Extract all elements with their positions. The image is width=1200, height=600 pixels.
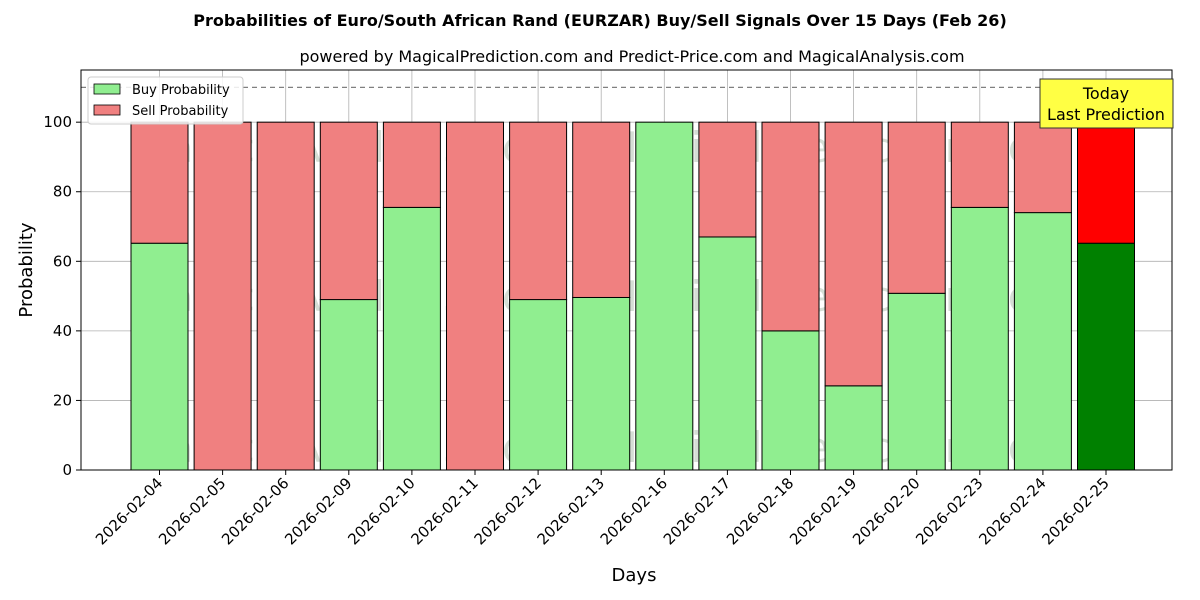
bar-buy (320, 300, 377, 470)
bar-sell (510, 122, 567, 299)
legend-label-sell: Sell Probability (132, 104, 229, 119)
y-tick-label: 60 (53, 252, 72, 270)
x-tick-label: 2026-02-25 (1038, 474, 1112, 548)
bar-sell (131, 122, 188, 243)
bar-buy (699, 237, 756, 470)
bar-sell (825, 122, 882, 386)
bar-sell (573, 122, 630, 297)
bar-buy (636, 122, 693, 470)
bar-sell (762, 122, 819, 331)
y-axis: 0 20 40 60 80 100 (43, 113, 81, 479)
bar-buy (131, 243, 188, 470)
y-tick-label: 100 (43, 113, 72, 131)
x-tick-label: 2026-02-13 (534, 474, 608, 548)
bar-sell (383, 122, 440, 207)
x-tick-label: 2026-02-19 (786, 474, 860, 548)
legend: Buy Probability Sell Probability (88, 77, 243, 124)
x-tick-label: 2026-02-24 (975, 474, 1049, 548)
x-tick-label: 2026-02-23 (912, 474, 986, 548)
bar-buy (383, 207, 440, 470)
x-axis-label: Days (612, 565, 657, 586)
legend-label-buy: Buy Probability (132, 83, 230, 98)
bar-sell (951, 122, 1008, 207)
legend-swatch-buy (94, 84, 120, 94)
bar-sell (888, 122, 945, 293)
bar-buy (888, 293, 945, 470)
bar-sell (194, 122, 251, 470)
y-tick-label: 20 (53, 391, 72, 409)
y-tick-label: 0 (62, 461, 72, 479)
bar-sell (320, 122, 377, 299)
x-tick-label: 2026-02-12 (471, 474, 545, 548)
x-tick-label: 2026-02-04 (92, 474, 166, 548)
bar-sell (1014, 122, 1071, 212)
bar-sell (1078, 122, 1135, 243)
x-axis: 2026-02-042026-02-052026-02-062026-02-09… (92, 470, 1113, 548)
x-tick-label: 2026-02-10 (344, 474, 418, 548)
bar-buy (573, 297, 630, 470)
bar-sell (257, 122, 314, 470)
bar-buy (762, 331, 819, 470)
y-tick-label: 40 (53, 322, 72, 340)
x-tick-label: 2026-02-16 (597, 474, 671, 548)
x-tick-label: 2026-02-18 (723, 474, 797, 548)
y-axis-label: Probability (16, 222, 37, 317)
chart-subtitle: powered by MagicalPrediction.com and Pre… (299, 47, 964, 66)
annotation-line-1: Today (1082, 84, 1129, 103)
today-annotation: Today Last Prediction (1040, 79, 1173, 128)
bar-buy (510, 300, 567, 470)
y-tick-label: 80 (53, 183, 72, 201)
x-tick-label: 2026-02-20 (849, 474, 923, 548)
x-tick-label: 2026-02-17 (660, 474, 734, 548)
legend-swatch-sell (94, 105, 120, 115)
bar-sell (699, 122, 756, 237)
bar-buy (951, 207, 1008, 470)
chart-title: Probabilities of Euro/South African Rand… (193, 11, 1007, 30)
x-tick-label: 2026-02-11 (407, 474, 481, 548)
bar-buy (1014, 213, 1071, 470)
x-tick-label: 2026-02-05 (155, 474, 229, 548)
bar-sell (447, 122, 504, 470)
annotation-line-2: Last Prediction (1047, 105, 1165, 124)
x-tick-label: 2026-02-09 (281, 474, 355, 548)
bar-buy (825, 386, 882, 470)
x-tick-label: 2026-02-06 (218, 474, 292, 548)
bar-buy (1078, 243, 1135, 470)
